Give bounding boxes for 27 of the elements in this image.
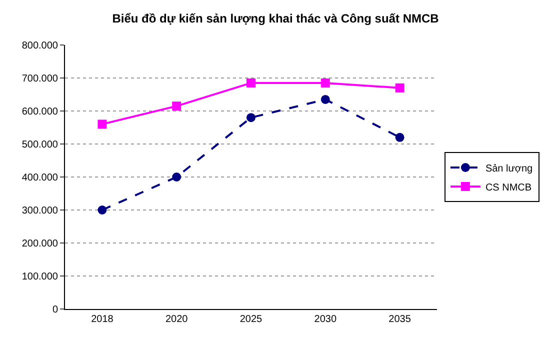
y-tick-label: 400.000: [22, 172, 58, 184]
point: [172, 102, 182, 111]
point: [98, 120, 107, 129]
point: [395, 132, 404, 142]
y-tick-label: 200.000: [22, 238, 58, 250]
x-tick-label: 2020: [165, 314, 188, 325]
x-tick-label: 2030: [314, 314, 337, 325]
point: [246, 113, 256, 122]
legend-label: CS NMCB: [485, 182, 532, 194]
point: [98, 206, 107, 214]
point: [395, 83, 404, 92]
y-tick-label: 100.000: [22, 272, 58, 282]
point: [320, 94, 330, 104]
x-tick-label: 2018: [91, 314, 114, 325]
y-tick-label: 500.000: [22, 140, 58, 150]
x-tick-label: 2025: [240, 314, 263, 325]
point: [320, 78, 330, 88]
y-tick-label: 300.000: [22, 206, 58, 216]
y-tick-label: 800.000: [22, 40, 58, 52]
x-tick-label: 2035: [388, 314, 412, 325]
y-tick-label: 700.000: [22, 74, 58, 84]
legend-label: Sản lượng: [485, 163, 533, 174]
y-tick-label: 0: [52, 304, 58, 316]
point: [172, 172, 182, 182]
chart-title: Biểu đồ dự kiến sản lượng khai thác và Công suất NMCB: [112, 11, 440, 26]
y-tick-label: 600.000: [22, 106, 58, 118]
point: [246, 78, 256, 88]
